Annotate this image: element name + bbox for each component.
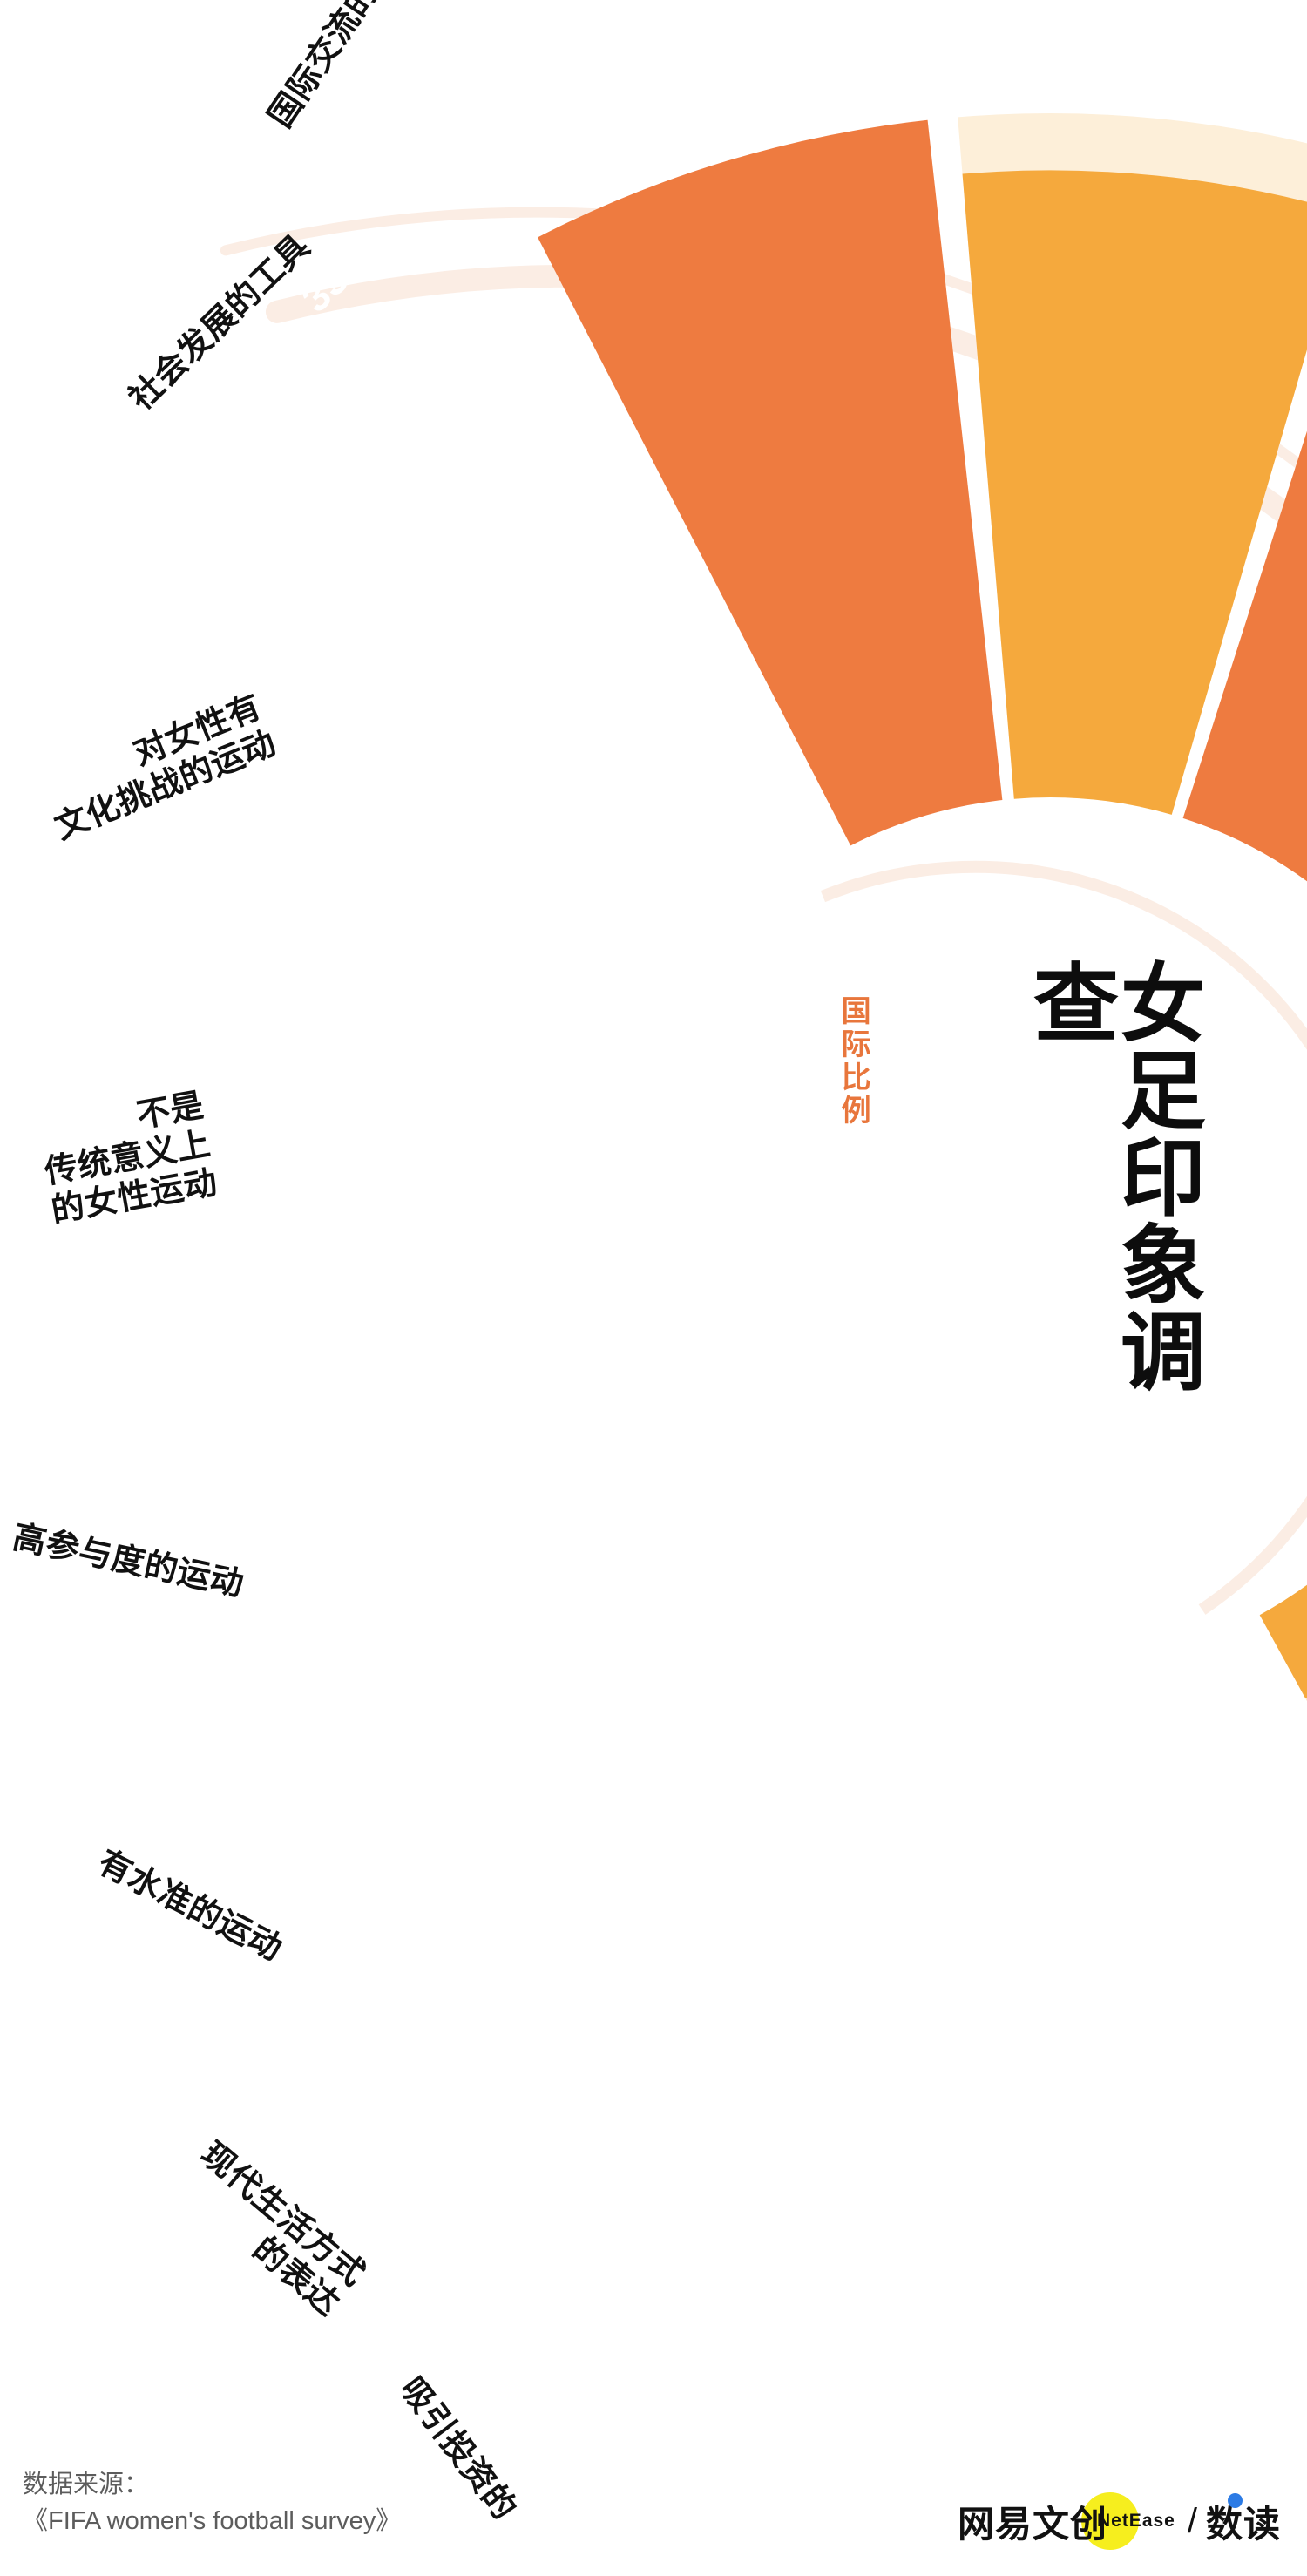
- bar-seg-3: [1182, 430, 1307, 882]
- logo-shudu: 数读: [1206, 2492, 1281, 2548]
- bar-group: [538, 119, 1307, 1698]
- chart-subtitle: 国际比例: [836, 995, 870, 1128]
- logo-yellow-dot: [1080, 2492, 1139, 2550]
- title-block: 女足印象调查 国际比例: [836, 959, 1204, 1447]
- brand-logo: 网易文创 NetEase / 数读: [958, 2488, 1281, 2554]
- logo-separator: /: [1187, 2501, 1197, 2540]
- bar-seg-1: [538, 119, 1003, 846]
- logo-blue-dot: [1228, 2492, 1243, 2508]
- logo-netease-en: NetEase: [1096, 2511, 1175, 2531]
- source-credit: 数据来源： 《FIFA women's football survey》: [23, 2466, 401, 2539]
- bar-seg-8: [1259, 1584, 1307, 1698]
- bar-seg-2: [962, 170, 1307, 815]
- source-label: 数据来源：: [23, 2471, 150, 2498]
- source-value: 《FIFA women's football survey》: [23, 2507, 402, 2536]
- logo-netease-cn: 网易文创: [957, 2503, 1107, 2545]
- inner-guide-arc: [820, 860, 1307, 1615]
- page-title: 女足印象调查: [1020, 959, 1204, 1394]
